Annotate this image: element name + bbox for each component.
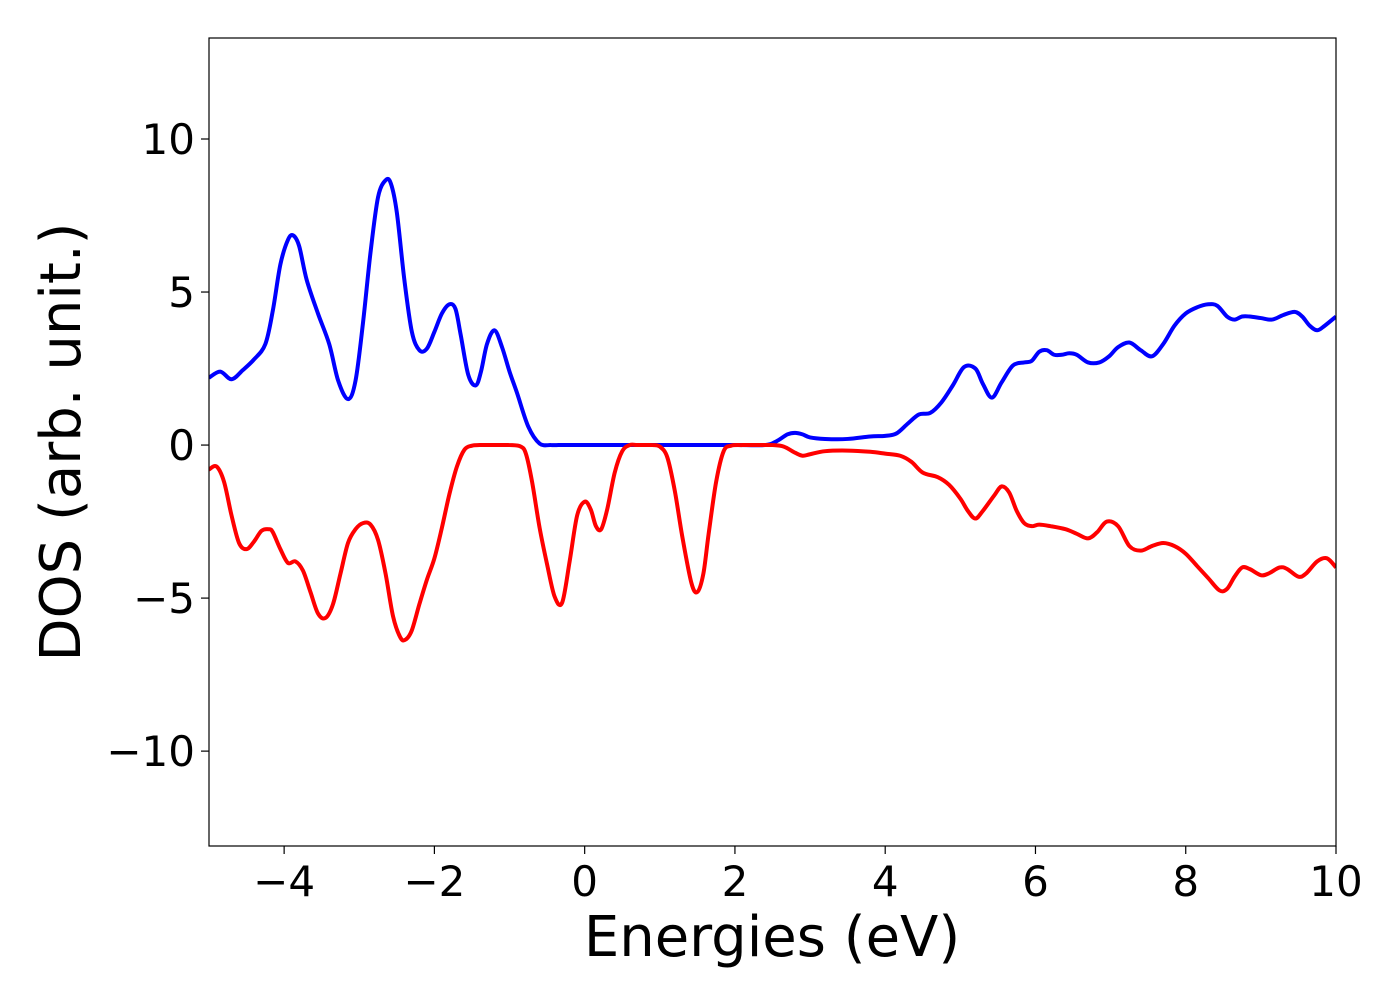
x-axis-label: Energies (eV) [584,905,960,970]
y-axis-label: DOS (arb. unit.) [29,222,94,661]
x-tick-label: 2 [722,857,749,906]
x-tick-label: 8 [1172,857,1199,906]
series-line-spin-down [209,442,1336,643]
y-tick-label: 10 [142,115,195,164]
x-tick-label: −4 [253,857,315,906]
plot-frame [208,37,1337,847]
x-axis: −4 −2 0 2 4 6 8 10 [253,846,1363,906]
x-tick-label: −2 [403,857,465,906]
y-tick-label: 5 [168,268,195,317]
x-tick-label: 0 [571,857,598,906]
x-tick-label: 4 [872,857,899,906]
y-tick-label: 0 [168,421,195,470]
y-axis: 10 5 0 −5 −10 [106,115,209,776]
y-tick-label: −10 [106,727,195,776]
series-line-spin-up [209,176,1336,448]
x-tick-label: 6 [1022,857,1049,906]
series-layer [209,176,1336,643]
y-tick-label: −5 [133,574,195,623]
x-tick-label: 10 [1309,857,1362,906]
